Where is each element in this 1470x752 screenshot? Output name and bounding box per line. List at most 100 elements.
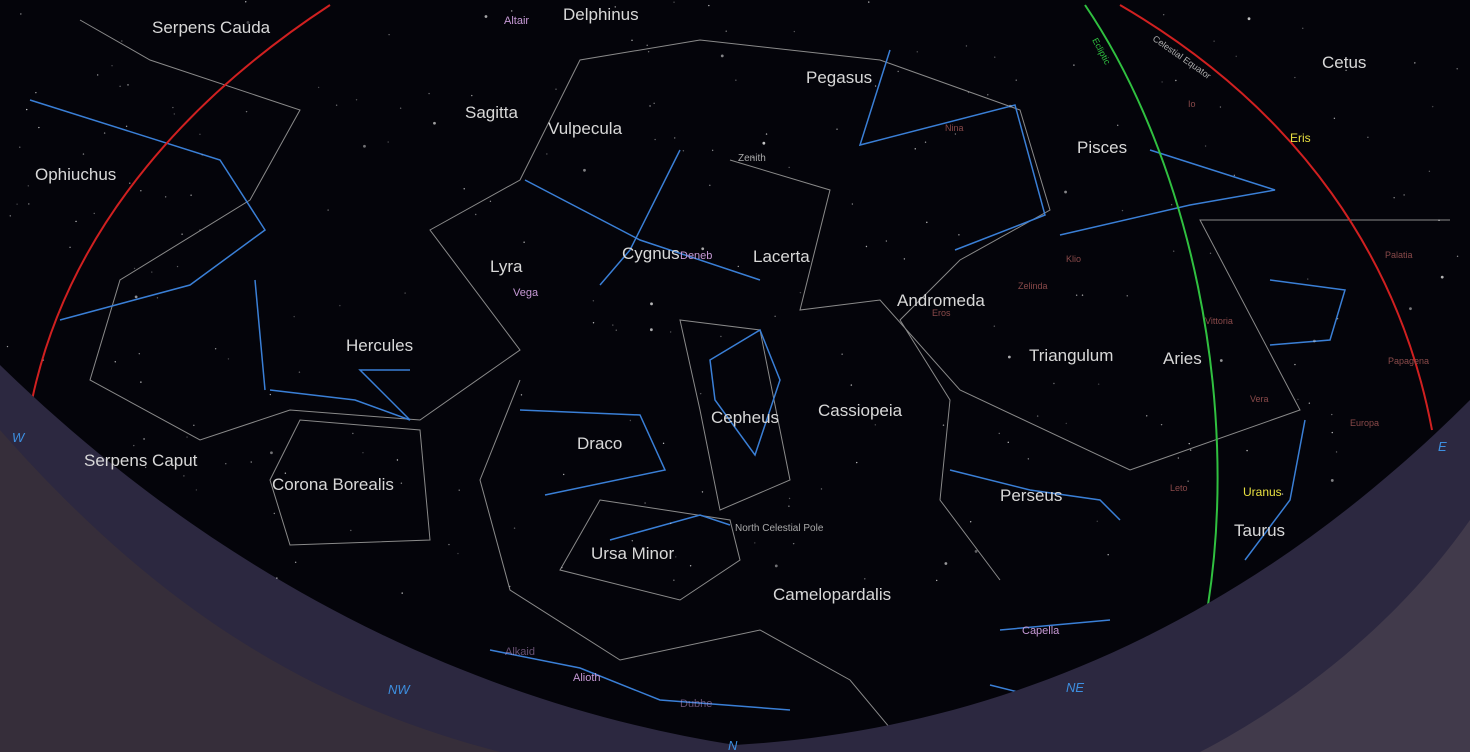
constellation-label: Pisces <box>1077 138 1127 157</box>
star-dot <box>788 497 791 500</box>
star-dot <box>258 29 260 31</box>
star-dot <box>974 550 978 553</box>
minor-body-label: Io <box>1188 99 1196 109</box>
star-dot <box>592 300 595 302</box>
star-dot <box>614 6 616 8</box>
star-dot <box>144 466 147 469</box>
star-dot <box>662 442 665 445</box>
star-dot <box>725 30 727 32</box>
star-dot <box>649 105 651 107</box>
star-dot <box>355 99 358 101</box>
star-dot <box>762 141 766 145</box>
star-dot <box>654 138 656 141</box>
star-labels: Altair Vega Deneb Capella Alioth Alkaid … <box>504 15 1060 710</box>
star-dot <box>140 190 142 192</box>
star-dot <box>555 88 557 90</box>
star-dot <box>647 51 650 53</box>
star-dot <box>1297 398 1299 401</box>
star-dot <box>511 10 513 12</box>
star-dot <box>362 452 364 454</box>
star-dot <box>1438 219 1440 222</box>
star-dot <box>701 491 704 493</box>
star-dot <box>1146 415 1148 417</box>
star-dot <box>35 91 37 94</box>
constellation-label: Cassiopeia <box>818 401 903 420</box>
star-dot <box>93 212 95 215</box>
celestial-equator-left <box>31 4 331 401</box>
star-dot <box>388 33 390 36</box>
minor-body-labels: Nina Io Klio Eros Zelinda Vittoria Vera … <box>932 99 1429 493</box>
ground <box>0 365 1470 752</box>
ecliptic-line <box>1084 4 1219 606</box>
star-label: Alioth <box>573 672 601 684</box>
star-dot <box>133 267 136 270</box>
star-dot <box>1189 449 1192 451</box>
terrain-right <box>1200 520 1470 752</box>
star-dot <box>428 92 430 95</box>
minor-body-label: Zelinda <box>1018 281 1048 291</box>
star-dot <box>1246 449 1248 452</box>
star-dot <box>250 461 252 463</box>
star-dot <box>1431 105 1434 108</box>
star-dot <box>1187 480 1189 482</box>
star-dot <box>1428 170 1431 173</box>
star-dot <box>1121 209 1124 212</box>
star-dot <box>484 15 488 18</box>
star-dot <box>1307 278 1309 280</box>
star-dot <box>134 295 138 299</box>
star-dot <box>199 229 201 231</box>
constellation-label: Serpens Cauda <box>152 18 271 37</box>
minor-body-label: Europa <box>1350 418 1379 428</box>
constellation-label: Hercules <box>346 336 413 355</box>
star-dot <box>400 482 403 484</box>
star-dot <box>730 420 733 423</box>
star-dot <box>1393 196 1395 199</box>
star-dot <box>227 358 230 360</box>
star-dot <box>284 472 287 474</box>
star-dot <box>317 86 320 89</box>
star-dot <box>1036 415 1039 417</box>
star-dot <box>994 56 996 58</box>
star-dot <box>650 302 653 306</box>
constellation-label: Corona Borealis <box>272 475 394 494</box>
star-dot <box>958 234 960 236</box>
star-dot <box>1160 423 1163 426</box>
minor-body-label: Nina <box>945 123 964 133</box>
star-dot <box>183 475 185 477</box>
star-dot <box>800 593 802 595</box>
star-dot <box>298 371 301 373</box>
star-dot <box>754 542 756 544</box>
star-dot <box>269 393 272 396</box>
minor-body-label: Vittoria <box>1205 316 1233 326</box>
cardinal-label: E <box>1438 439 1447 454</box>
star-dot <box>788 505 790 507</box>
star-dot <box>993 325 996 327</box>
star-dot <box>615 329 617 331</box>
star-dot <box>1204 145 1207 147</box>
star-dot <box>404 292 406 294</box>
star-dot <box>138 353 140 355</box>
star-label: Alkaid <box>505 646 535 658</box>
constellation-label: Lyra <box>490 257 523 276</box>
minor-body-label: Vera <box>1250 394 1269 404</box>
star-dot <box>1175 79 1177 82</box>
star-dot <box>1117 124 1119 126</box>
terrain-left <box>0 430 500 752</box>
star-dot <box>448 543 450 546</box>
star-dot <box>1219 106 1222 108</box>
star-dot <box>1162 14 1165 16</box>
star-dot <box>1172 250 1175 252</box>
star-dot <box>737 265 739 268</box>
star-dot <box>1294 76 1296 79</box>
star-dot <box>631 39 633 42</box>
star-dot <box>936 579 938 582</box>
minor-body-label: Papagena <box>1388 356 1429 366</box>
constellation-label: Triangulum <box>1029 346 1113 365</box>
star-dot <box>143 438 145 440</box>
star-dot <box>214 348 217 350</box>
star-dot <box>1007 441 1009 444</box>
star-dot <box>926 221 928 224</box>
constellation-label: Perseus <box>1000 486 1062 505</box>
star-dot <box>924 141 927 143</box>
star-dot <box>1456 68 1458 70</box>
